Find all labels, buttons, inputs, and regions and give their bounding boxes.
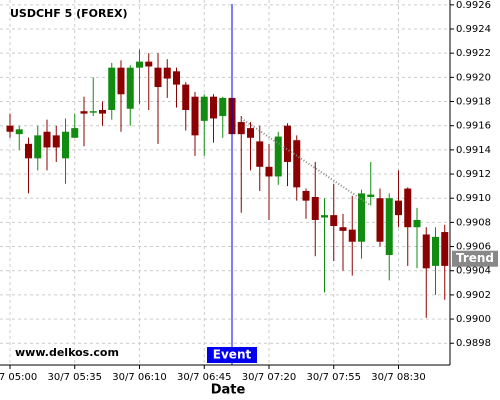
y-tick-label: 0.9910 [456,193,491,204]
candle-body [43,131,51,148]
trend-label-box [452,250,498,267]
y-tick-label: 0.9912 [456,169,491,180]
candle-body [80,111,88,114]
x-axis-label: Date [211,383,246,398]
candle-body [256,141,264,167]
candle-body [237,122,245,135]
y-tick-label: 0.9920 [456,72,491,83]
x-tick-label: 30/7 06:10 [112,372,166,383]
candle-body [173,71,180,85]
candle-body [413,219,421,228]
x-tick-label: 30/7 05:00 [0,372,37,383]
candle-body [385,198,393,256]
candle-body [15,129,23,135]
trend-label: Trend [456,251,494,265]
y-tick-label: 0.9904 [456,266,491,277]
trend-line [240,117,372,207]
candle-body [348,229,356,242]
candle-body [339,227,347,231]
marks [6,49,449,318]
candle-body [34,135,42,159]
candle-body [376,198,384,242]
y-tick-label: 0.9908 [456,217,491,228]
watermark: www.delkos.com [15,346,119,359]
candle-body [117,67,125,95]
y-tick-label: 0.9906 [456,242,491,253]
candle-body [99,109,106,114]
candle-body [367,194,375,198]
y-tick-label: 0.9926 [456,0,491,11]
y-tick-label: 0.9898 [456,338,491,349]
candle-body [422,234,430,269]
y-tick-label: 0.9922 [456,48,491,59]
event-label-box [207,347,257,363]
candle-body [163,67,171,79]
overlay: Trend Event [207,4,498,365]
candle-body [330,215,338,227]
candle-body [247,128,254,138]
candle-body [71,128,79,138]
x-tick-label: 30/7 07:55 [307,372,361,383]
candle-body [404,188,412,228]
candle-body [108,67,116,110]
candle-body [6,125,14,132]
candle-body [136,61,143,68]
candle-body [154,67,162,88]
y-tick-label: 0.9918 [456,97,491,108]
x-tick-label: 30/7 08:30 [371,372,425,383]
candle-body [200,96,208,121]
event-label: Event [213,348,252,362]
y-tick-label: 0.9902 [456,290,491,301]
candle-body [126,67,134,109]
candle-body [265,166,273,177]
candle-body [145,61,153,67]
y-tick-label: 0.9914 [456,145,491,156]
candle-body [432,236,439,266]
candle-body [311,197,319,220]
chart-title: USDCHF 5 (FOREX) [10,7,127,20]
x-tick-label: 30/7 05:35 [48,372,102,383]
candle-body [25,143,32,159]
y-tick-label: 0.9916 [456,121,491,132]
y-tick-label: 0.9924 [456,24,491,35]
candle-body [219,97,227,117]
candle-body [293,140,301,188]
candle-body [210,96,217,119]
candle-body [395,200,402,216]
x-tick-label: 30/7 07:20 [242,372,296,383]
candle-body [182,84,190,110]
candle-body [284,125,291,162]
candle-body [358,193,365,242]
candle-body [441,232,449,266]
candle-body [191,96,199,136]
candle-body [321,215,328,218]
x-tick-label: 30/7 06:45 [177,372,231,383]
candle-body [62,131,69,159]
candle-body [89,111,97,113]
candle-body [274,136,282,177]
y-tick-label: 0.9900 [456,314,491,325]
plot-area [0,0,450,365]
candle-body [302,190,310,201]
candle-body [52,135,60,148]
